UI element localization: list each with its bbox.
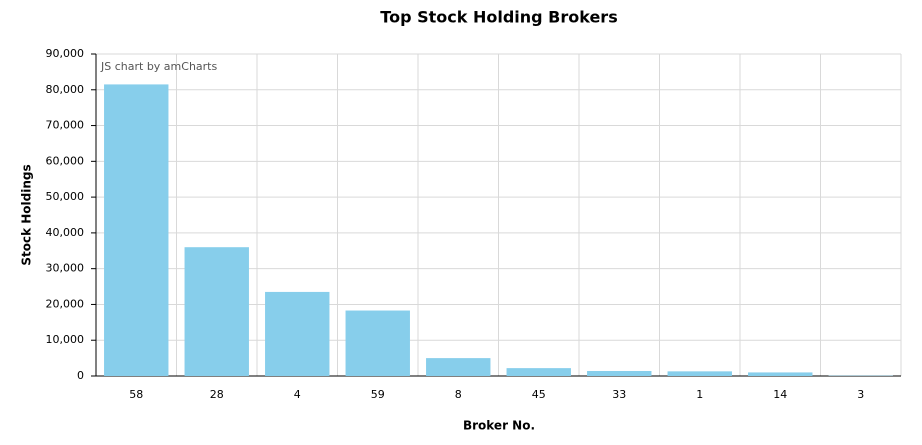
y-tick-label: 70,000: [46, 119, 85, 132]
y-tick-label: 60,000: [46, 154, 85, 167]
x-tick-label: 45: [532, 388, 546, 401]
x-tick-label: 58: [129, 388, 143, 401]
x-axis-label: Broker No.: [463, 419, 535, 433]
bar: [506, 368, 571, 376]
y-tick-label: 20,000: [46, 297, 85, 310]
y-tick-label: 90,000: [46, 47, 85, 60]
x-tick-label: 59: [371, 388, 385, 401]
y-tick-label: 80,000: [46, 83, 85, 96]
bar: [265, 291, 330, 376]
bar: [426, 358, 491, 376]
bar: [667, 371, 732, 376]
y-axis-label: Stock Holdings: [20, 164, 34, 265]
x-tick-label: 8: [455, 388, 462, 401]
y-tick-label: 40,000: [46, 226, 85, 239]
credit: JS chart by amCharts: [100, 60, 217, 73]
y-tick-label: 30,000: [46, 262, 85, 275]
bar: [587, 370, 652, 376]
x-tick-label: 28: [210, 388, 224, 401]
bar: [345, 310, 410, 376]
x-tick-label: 3: [857, 388, 864, 401]
bar: [104, 84, 169, 377]
bar: [748, 372, 813, 376]
chart-title: Top Stock Holding Brokers: [380, 8, 617, 27]
bar: [184, 247, 249, 376]
y-tick-label: 0: [77, 369, 84, 382]
x-tick-label: 4: [294, 388, 301, 401]
x-tick-label: 1: [696, 388, 703, 401]
y-tick-label: 10,000: [46, 333, 85, 346]
y-tick-label: 50,000: [46, 190, 85, 203]
x-tick-label: 14: [773, 388, 787, 401]
x-tick-label: 33: [612, 388, 626, 401]
